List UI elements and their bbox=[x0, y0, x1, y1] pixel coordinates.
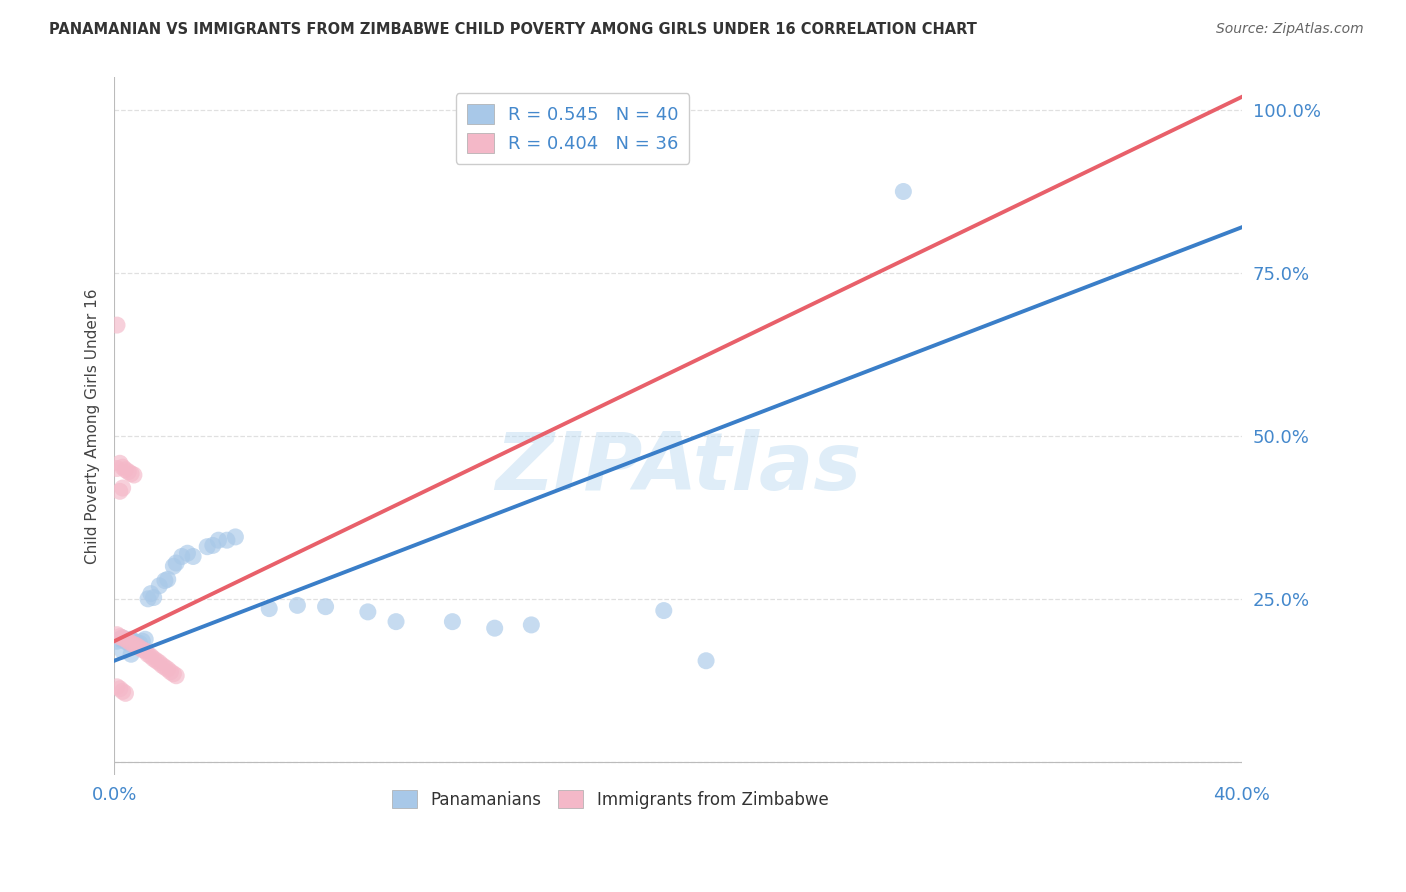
Legend: Panamanians, Immigrants from Zimbabwe: Panamanians, Immigrants from Zimbabwe bbox=[385, 783, 835, 815]
Point bbox=[111, 684, 134, 698]
Point bbox=[108, 632, 131, 647]
Point bbox=[207, 533, 229, 548]
Point bbox=[170, 549, 193, 564]
Point bbox=[125, 635, 148, 649]
Point bbox=[893, 185, 915, 199]
Point bbox=[134, 632, 156, 647]
Point bbox=[114, 463, 136, 477]
Point bbox=[139, 587, 162, 601]
Point bbox=[315, 599, 337, 614]
Point bbox=[136, 591, 159, 606]
Point bbox=[114, 634, 136, 648]
Point bbox=[122, 468, 145, 483]
Point bbox=[165, 669, 187, 683]
Point bbox=[484, 621, 506, 635]
Point bbox=[287, 599, 309, 613]
Point bbox=[441, 615, 464, 629]
Point bbox=[117, 636, 139, 650]
Point bbox=[122, 637, 145, 651]
Point bbox=[111, 631, 134, 645]
Point bbox=[195, 540, 218, 554]
Point bbox=[120, 647, 142, 661]
Point bbox=[153, 660, 176, 674]
Text: PANAMANIAN VS IMMIGRANTS FROM ZIMBABWE CHILD POVERTY AMONG GIRLS UNDER 16 CORREL: PANAMANIAN VS IMMIGRANTS FROM ZIMBABWE C… bbox=[49, 22, 977, 37]
Point bbox=[215, 533, 238, 548]
Point bbox=[145, 654, 167, 668]
Point bbox=[114, 632, 136, 647]
Point bbox=[105, 680, 128, 694]
Point bbox=[148, 656, 170, 670]
Point bbox=[105, 634, 128, 648]
Point bbox=[136, 647, 159, 661]
Point bbox=[357, 605, 380, 619]
Point bbox=[120, 632, 142, 647]
Point bbox=[176, 546, 198, 560]
Point bbox=[105, 628, 128, 642]
Point bbox=[131, 642, 153, 657]
Point bbox=[131, 634, 153, 648]
Point bbox=[156, 662, 179, 676]
Point bbox=[142, 591, 165, 605]
Y-axis label: Child Poverty Among Girls Under 16: Child Poverty Among Girls Under 16 bbox=[86, 288, 100, 564]
Point bbox=[224, 530, 246, 544]
Point bbox=[120, 467, 142, 481]
Point bbox=[108, 484, 131, 499]
Point bbox=[117, 634, 139, 648]
Point bbox=[117, 465, 139, 479]
Point bbox=[128, 640, 150, 655]
Point bbox=[108, 456, 131, 470]
Point bbox=[153, 574, 176, 588]
Text: ZIPAtlas: ZIPAtlas bbox=[495, 429, 860, 507]
Point bbox=[111, 644, 134, 658]
Point bbox=[111, 481, 134, 495]
Point bbox=[695, 654, 717, 668]
Text: Source: ZipAtlas.com: Source: ZipAtlas.com bbox=[1216, 22, 1364, 37]
Point bbox=[125, 639, 148, 653]
Point bbox=[652, 603, 675, 617]
Point bbox=[134, 644, 156, 658]
Point bbox=[156, 572, 179, 586]
Point bbox=[148, 579, 170, 593]
Point bbox=[139, 649, 162, 664]
Point bbox=[122, 634, 145, 648]
Point bbox=[114, 686, 136, 700]
Point bbox=[257, 601, 280, 615]
Point bbox=[162, 666, 184, 681]
Point bbox=[120, 636, 142, 650]
Point bbox=[128, 636, 150, 650]
Point bbox=[111, 631, 134, 645]
Point bbox=[201, 538, 224, 552]
Point bbox=[105, 461, 128, 475]
Point bbox=[165, 556, 187, 570]
Point bbox=[108, 630, 131, 644]
Point bbox=[150, 658, 173, 673]
Point bbox=[105, 318, 128, 332]
Point bbox=[159, 665, 181, 679]
Point bbox=[111, 460, 134, 475]
Point bbox=[162, 559, 184, 574]
Point bbox=[385, 615, 408, 629]
Point bbox=[520, 618, 543, 632]
Point bbox=[142, 652, 165, 666]
Point bbox=[108, 681, 131, 696]
Point bbox=[181, 549, 204, 564]
